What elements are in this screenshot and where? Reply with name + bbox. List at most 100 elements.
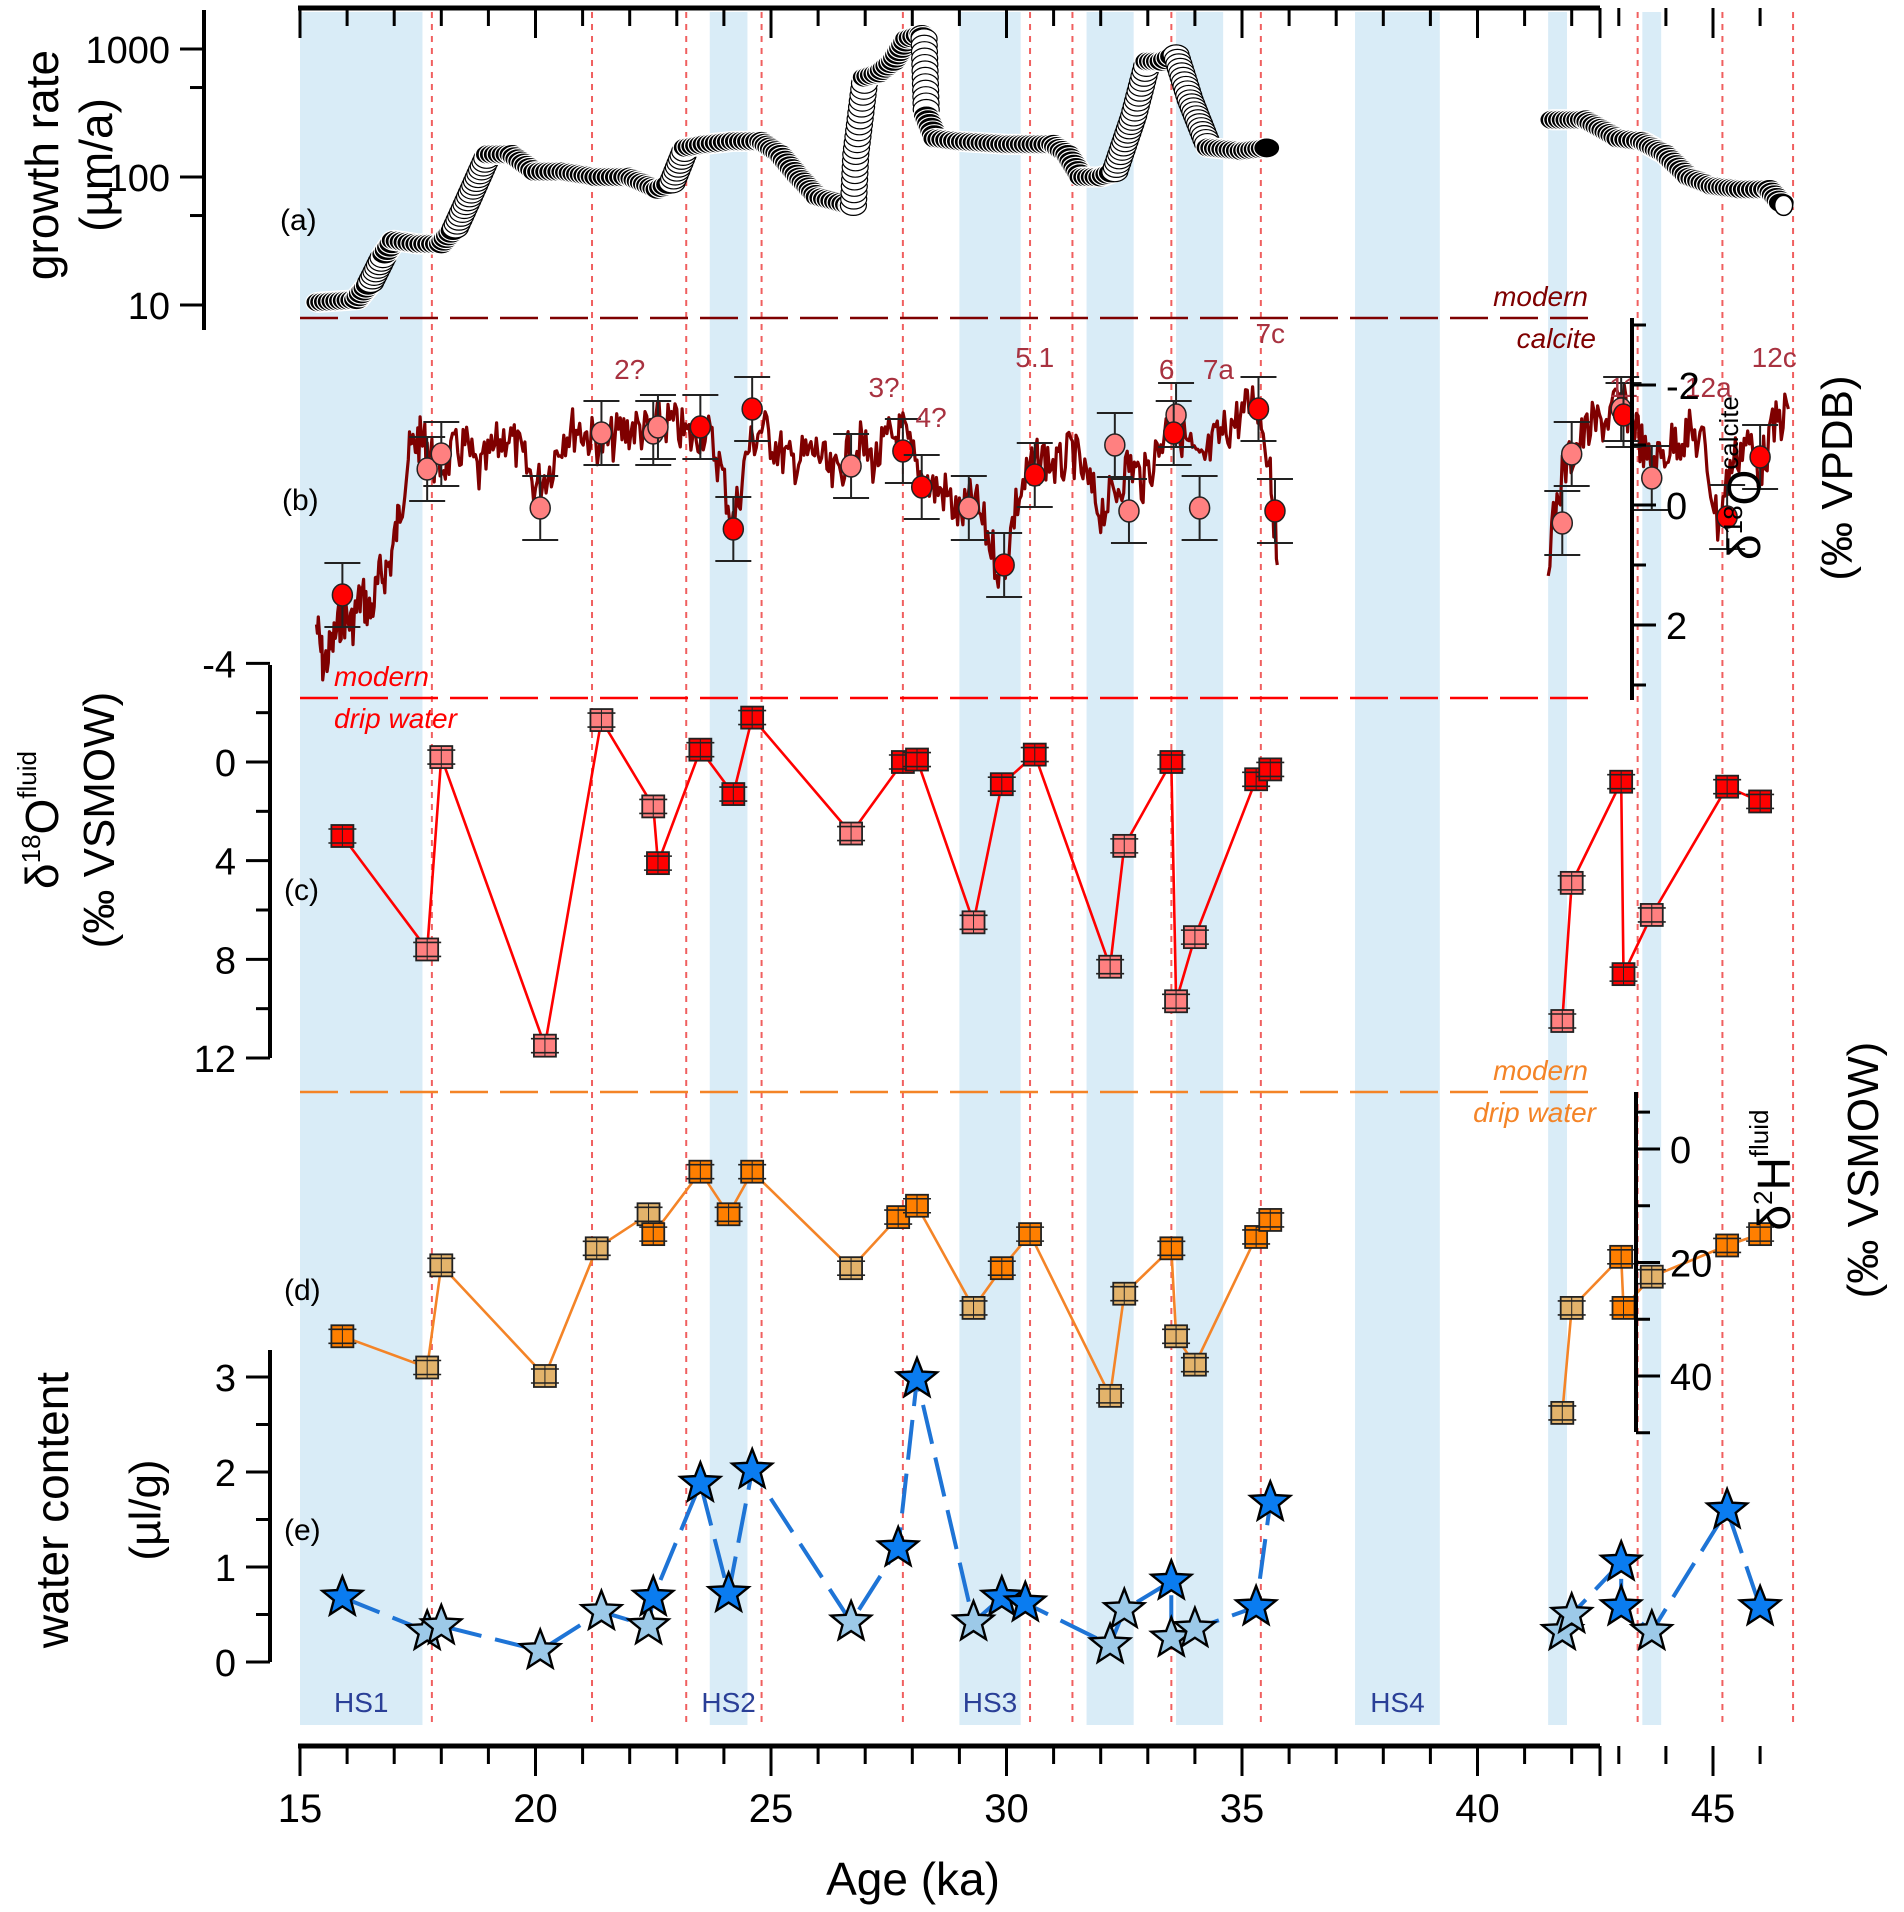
panel-b-ylabel: δ18Ocalcite (‰ VPDB)	[1714, 375, 1862, 580]
interstadial-label: 3?	[868, 372, 899, 403]
water-content-tick-label: 2	[215, 1453, 236, 1495]
calcite-sample-light	[1641, 466, 1663, 490]
hs-label: HS1	[334, 1687, 388, 1718]
panel-c-ylabel: δ18Ofluid (‰ VSMOW)	[12, 692, 124, 949]
calcite-sample-light	[1551, 511, 1574, 535]
hs-label: HS4	[1370, 1687, 1424, 1718]
water-content-tick-label: 0	[215, 1643, 236, 1685]
water-content-point	[978, 1573, 1025, 1618]
axes: 15 20 25 30 35 40 4510100100020-2-404812020400…	[85, 5, 1762, 1831]
panel-c-label: (c)	[284, 874, 319, 907]
d18o-calcite-tick-label: 2	[1666, 606, 1687, 648]
d2h-fluid-tick-label: 0	[1670, 1130, 1691, 1172]
modern-drip-water-h2-label-bottom: drip water	[1473, 1097, 1598, 1128]
water-content-point	[1247, 1478, 1294, 1523]
calcite-sample-dark	[331, 583, 354, 607]
d18o-calcite-tick-label: -2	[1666, 366, 1700, 408]
calcite-sample-light	[958, 496, 980, 520]
panel-e-ylabel-line1: water content	[26, 1372, 78, 1649]
x-tick-label: 25	[749, 1787, 794, 1831]
hs-band	[1355, 12, 1440, 1725]
modern-drip-water-o18-label-bottom: drip water	[334, 703, 459, 734]
interstadial-label: 7a	[1203, 354, 1235, 385]
calcite-sample-dark	[993, 553, 1015, 577]
water-content-point	[1598, 1537, 1645, 1582]
water-content-point	[875, 1523, 922, 1568]
calcite-sample-light	[1188, 496, 1211, 520]
water-content-point	[1101, 1585, 1148, 1630]
growth-rate-point	[1253, 137, 1281, 159]
calcite-sample-light	[416, 457, 438, 481]
svg-text:δ18Ocalcite: δ18Ocalcite	[1714, 396, 1770, 560]
water-content-point	[677, 1459, 724, 1504]
d2h-fluid-line	[1561, 1232, 1761, 1414]
water-content-point	[1086, 1620, 1134, 1665]
d18o-fluid-tick-label: 12	[194, 1039, 236, 1081]
x-tick-label: 45	[1691, 1787, 1736, 1831]
modern-calcite-label-top: modern	[1493, 281, 1588, 312]
water-content-point	[630, 1573, 677, 1618]
calcite-sample-dark	[1024, 463, 1046, 487]
hs-band	[1642, 12, 1662, 1725]
interstadial-label: 12c	[1752, 342, 1797, 373]
interstadial-label: 7c	[1255, 318, 1285, 349]
water-content-point	[625, 1601, 672, 1646]
calcite-sample-light	[647, 415, 669, 439]
water-content-point	[578, 1587, 625, 1632]
calcite-sample-dark	[1716, 505, 1738, 529]
water-content-point	[893, 1354, 941, 1399]
water-content-point	[517, 1626, 564, 1671]
water-content-point	[1002, 1578, 1049, 1623]
calcite-sample-dark	[910, 475, 933, 499]
panel-a-label: (a)	[280, 204, 317, 237]
growth-rate-tick-label: 100	[107, 158, 170, 200]
calcite-sample-light	[840, 454, 862, 478]
hs-label: HS2	[701, 1687, 755, 1718]
interstadial-label: 6	[1159, 354, 1175, 385]
water-content-point	[827, 1597, 875, 1642]
panel-e-ylabel-line2: (µl/g)	[121, 1459, 170, 1560]
calcite-sample-dark	[1162, 421, 1185, 445]
interstadial-label: 4?	[916, 402, 947, 433]
x-tick-label: 20	[513, 1787, 558, 1831]
water-content-line	[1560, 1505, 1762, 1635]
calcite-sample-dark	[722, 517, 745, 541]
water-content-point	[1548, 1590, 1595, 1635]
water-content-point	[1704, 1485, 1751, 1530]
d18o-fluid-tick-label: 0	[215, 743, 236, 785]
panel-d-label: (d)	[284, 1274, 321, 1307]
calcite-sample-light	[529, 496, 551, 520]
water-content-point	[1171, 1604, 1219, 1649]
water-content-point	[1598, 1582, 1645, 1627]
panel-d-d2h-fluid: (d)	[284, 1159, 1775, 1425]
water-content-tick-label: 1	[215, 1548, 236, 1590]
svg-text:δ2Hfluid: δ2Hfluid	[1744, 1109, 1800, 1230]
hs-band	[1176, 12, 1224, 1725]
hs-band	[1548, 12, 1567, 1725]
x-tick-label: 40	[1455, 1787, 1500, 1831]
hs-band	[709, 12, 748, 1725]
growth-rate-tick-label: 10	[128, 286, 170, 328]
hs-label: HS3	[963, 1687, 1017, 1718]
calcite-sample-light	[430, 442, 453, 466]
growth-rate-point	[1773, 194, 1794, 217]
water-content-point	[319, 1573, 366, 1618]
calcite-sample-dark	[741, 397, 763, 421]
d18o-fluid-tick-label: 8	[215, 940, 236, 982]
panel-e-label: (e)	[284, 1514, 321, 1547]
svg-text:δ18Ofluid: δ18Ofluid	[12, 751, 68, 889]
d18o-calcite-tick-label: 0	[1666, 486, 1687, 528]
d18o-fluid-tick-label: 4	[215, 842, 236, 884]
water-content-point	[1736, 1582, 1784, 1627]
reference-lines: modern calcite modern drip water modern drip …	[300, 281, 1600, 1128]
growth-rate-tick-label: 1000	[85, 30, 170, 72]
interstadial-label: 12a	[1685, 372, 1732, 403]
water-content-point	[1148, 1556, 1195, 1601]
modern-calcite-label-bottom: calcite	[1517, 323, 1596, 354]
x-tick-label: 35	[1220, 1787, 1265, 1831]
panel-a-growth-rate: (a)	[280, 23, 1795, 313]
x-axis-title: Age (ka)	[826, 1853, 1000, 1905]
hs-band	[959, 12, 1021, 1725]
